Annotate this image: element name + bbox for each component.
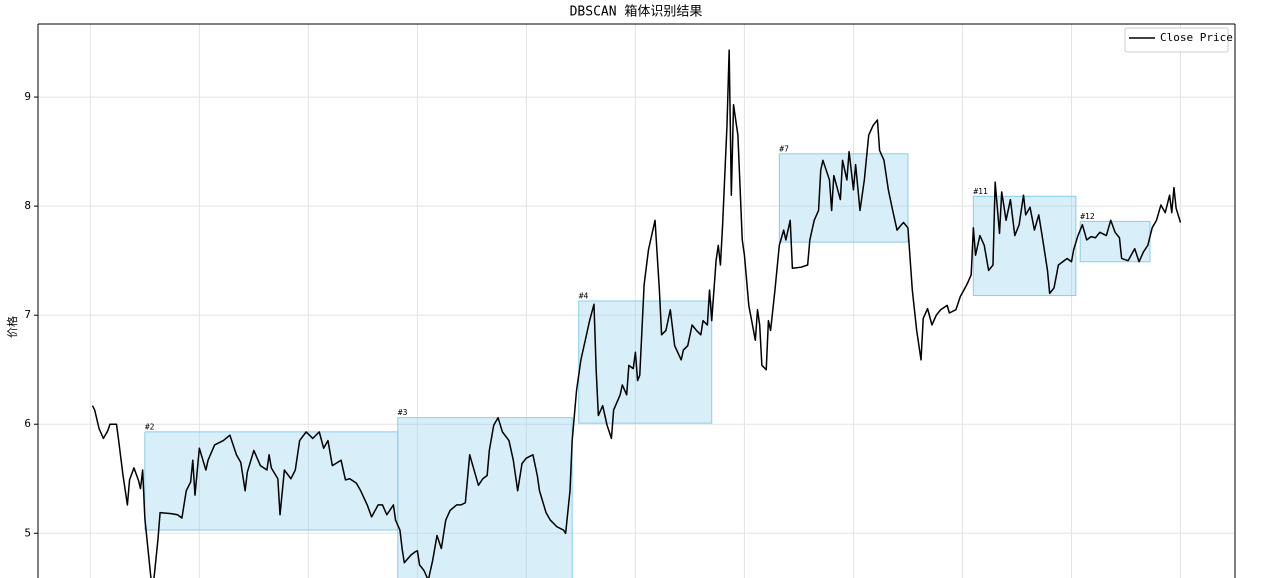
legend-box — [1124, 27, 1229, 53]
box-region — [972, 195, 1077, 297]
box-label: #3 — [398, 408, 408, 417]
box-region — [578, 300, 713, 424]
legend-label: Close Price — [1160, 31, 1233, 44]
lines — [91, 49, 1182, 578]
box-label: #11 — [973, 187, 988, 196]
axes-frame — [37, 23, 1236, 578]
grid: 5 6 7 8 9 — [24, 24, 1235, 578]
y-tick-label: 7 — [24, 308, 31, 321]
box-label: #7 — [779, 144, 789, 153]
boxes: #2 #3 #4 #7 #11 #12 — [144, 144, 1151, 578]
box-region — [1079, 220, 1151, 263]
box-label: #12 — [1080, 212, 1095, 221]
y-tick-label: 9 — [24, 90, 31, 103]
box-label: #2 — [145, 422, 155, 431]
box-region — [144, 431, 399, 531]
y-tick-label: 8 — [24, 199, 31, 212]
box-region — [397, 417, 573, 578]
box-label: #4 — [579, 292, 589, 301]
chart-title: DBSCAN 箱体识别结果 — [570, 4, 703, 20]
y-axis-label: 价格 — [5, 316, 19, 338]
y-tick-label: 6 — [24, 417, 31, 430]
y-tick-label: 5 — [24, 526, 31, 539]
price-line — [91, 49, 1182, 578]
legend: Close Price — [1124, 27, 1233, 53]
